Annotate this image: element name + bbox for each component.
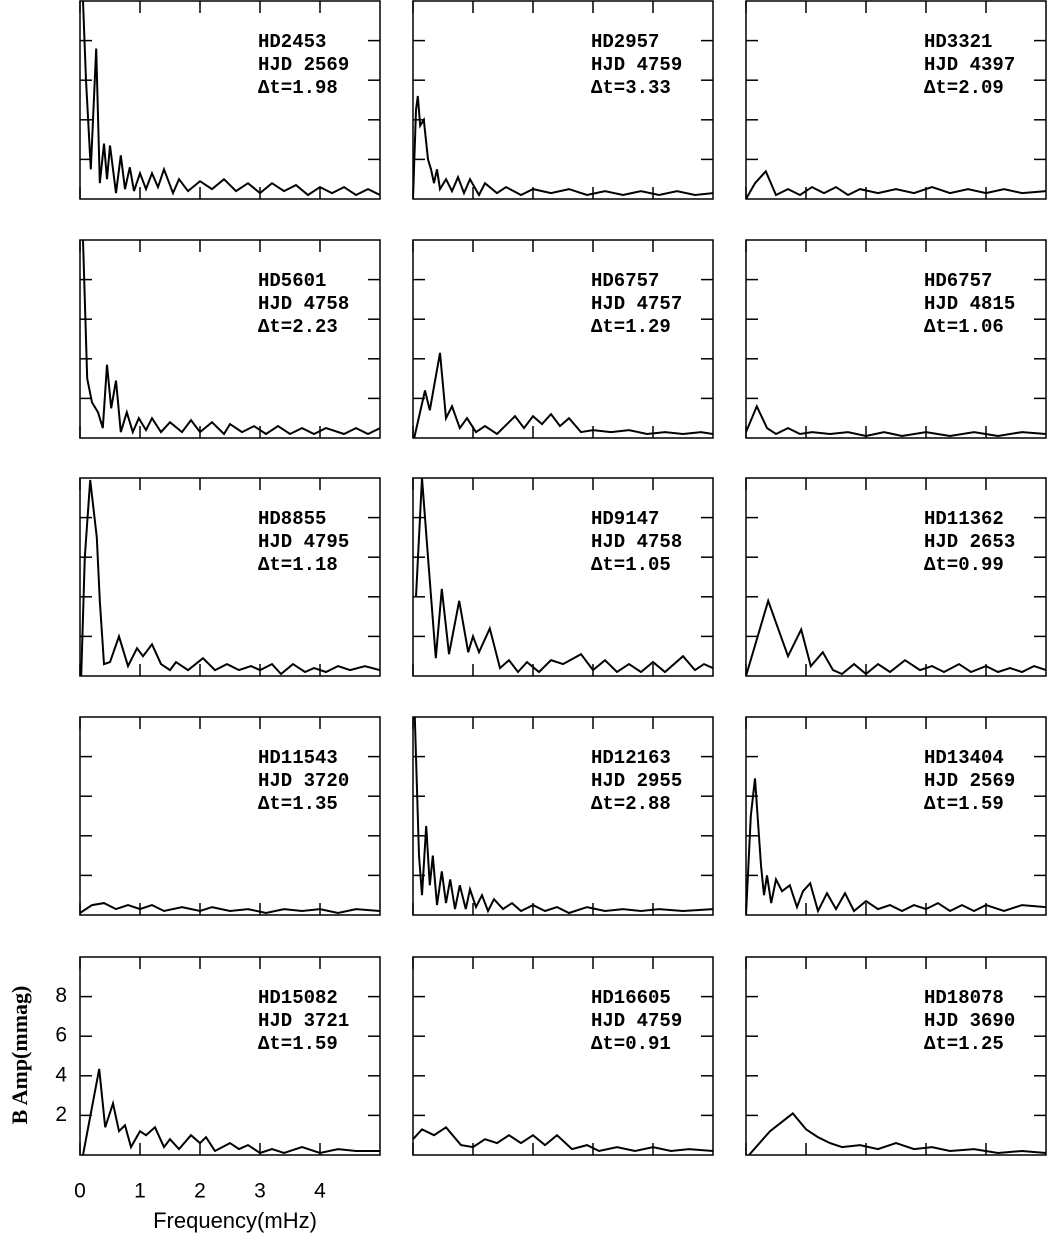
x-tick-label: 1 xyxy=(134,1180,146,1203)
spectrum-line xyxy=(413,352,713,438)
panel-frame xyxy=(745,0,1047,200)
y-tick-label: 2 xyxy=(55,1103,67,1126)
star-name: HD6757 xyxy=(591,270,659,292)
hjd-label: HJD 4759 xyxy=(591,54,682,76)
x-tick-label: 4 xyxy=(314,1180,326,1203)
hjd-label: HJD 4815 xyxy=(924,293,1015,315)
dt-label: Δt=1.18 xyxy=(258,554,338,576)
dt-label: Δt=1.06 xyxy=(924,316,1004,338)
dt-label: Δt=1.59 xyxy=(924,793,1004,815)
dt-label: Δt=1.29 xyxy=(591,316,671,338)
x-tick-label: 2 xyxy=(194,1180,206,1203)
star-name: HD16605 xyxy=(591,987,671,1009)
hjd-label: HJD 4757 xyxy=(591,293,682,315)
panel-frame xyxy=(745,239,1047,439)
spectrum-line xyxy=(748,1112,1046,1155)
dt-label: Δt=1.35 xyxy=(258,793,338,815)
dt-label: Δt=0.91 xyxy=(591,1033,671,1055)
spectrum-line xyxy=(82,240,380,436)
panel-frame xyxy=(79,239,381,439)
spectrum-line xyxy=(746,169,1046,199)
star-name: HD2453 xyxy=(258,31,326,53)
spectrum-line xyxy=(746,597,1046,676)
panel-frame xyxy=(412,716,714,916)
star-name: HD15082 xyxy=(258,987,338,1009)
star-name: HD12163 xyxy=(591,747,671,769)
star-name: HD5601 xyxy=(258,270,326,292)
panel-frame xyxy=(745,477,1047,677)
star-name: HD11543 xyxy=(258,747,338,769)
spectrum-line xyxy=(415,478,713,674)
panel-frame xyxy=(79,956,381,1156)
x-tick-label: 0 xyxy=(74,1180,86,1203)
dt-label: Δt=2.23 xyxy=(258,316,338,338)
dt-label: Δt=2.09 xyxy=(924,77,1004,99)
y-tick-label: 8 xyxy=(55,984,67,1007)
hjd-label: HJD 4759 xyxy=(591,1010,682,1032)
dt-label: Δt=1.98 xyxy=(258,77,338,99)
star-name: HD13404 xyxy=(924,747,1004,769)
hjd-label: HJD 2569 xyxy=(258,54,349,76)
hjd-label: HJD 4397 xyxy=(924,54,1015,76)
panel-frame xyxy=(412,0,714,200)
spectrum-line xyxy=(746,778,1046,915)
hjd-label: HJD 2653 xyxy=(924,531,1015,553)
spectrum-line xyxy=(413,95,713,199)
spectrum-line xyxy=(413,717,713,915)
panel-frame xyxy=(412,477,714,677)
hjd-label: HJD 3721 xyxy=(258,1010,349,1032)
hjd-label: HJD 3690 xyxy=(924,1010,1015,1032)
hjd-label: HJD 3720 xyxy=(258,770,349,792)
panel-frame xyxy=(745,716,1047,916)
star-name: HD2957 xyxy=(591,31,659,53)
star-name: HD8855 xyxy=(258,508,326,530)
y-tick-label: 4 xyxy=(55,1063,67,1086)
hjd-label: HJD 4758 xyxy=(258,293,349,315)
x-axis-label: Frequency(mHz) xyxy=(153,1208,317,1233)
dt-label: Δt=2.88 xyxy=(591,793,671,815)
dt-label: Δt=1.05 xyxy=(591,554,671,576)
star-name: HD6757 xyxy=(924,270,992,292)
panel-frame xyxy=(745,956,1047,1156)
hjd-label: HJD 2955 xyxy=(591,770,682,792)
y-axis-label: B Amp(mmag) xyxy=(7,986,32,1125)
spectrum-line xyxy=(82,1,380,197)
y-tick-label: 6 xyxy=(55,1024,67,1047)
star-name: HD11362 xyxy=(924,508,1004,530)
spectrum-line xyxy=(80,902,380,915)
spectrum-line xyxy=(82,1068,380,1155)
panel-frame xyxy=(79,477,381,677)
dt-label: Δt=3.33 xyxy=(591,77,671,99)
dt-label: Δt=1.59 xyxy=(258,1033,338,1055)
spectrum-line xyxy=(80,479,380,676)
hjd-label: HJD 4795 xyxy=(258,531,349,553)
x-tick-label: 3 xyxy=(254,1180,266,1203)
star-name: HD3321 xyxy=(924,31,992,53)
dt-label: Δt=1.25 xyxy=(924,1033,1004,1055)
hjd-label: HJD 4758 xyxy=(591,531,682,553)
dt-label: Δt=0.99 xyxy=(924,554,1004,576)
panel-frame xyxy=(412,956,714,1156)
hjd-label: HJD 2569 xyxy=(924,770,1015,792)
star-name: HD9147 xyxy=(591,508,659,530)
panel-frame xyxy=(412,239,714,439)
spectrum-line xyxy=(413,1125,713,1153)
spectrum-line xyxy=(746,403,1046,438)
star-name: HD18078 xyxy=(924,987,1004,1009)
panel-frame xyxy=(79,716,381,916)
panel-frame xyxy=(79,0,381,200)
